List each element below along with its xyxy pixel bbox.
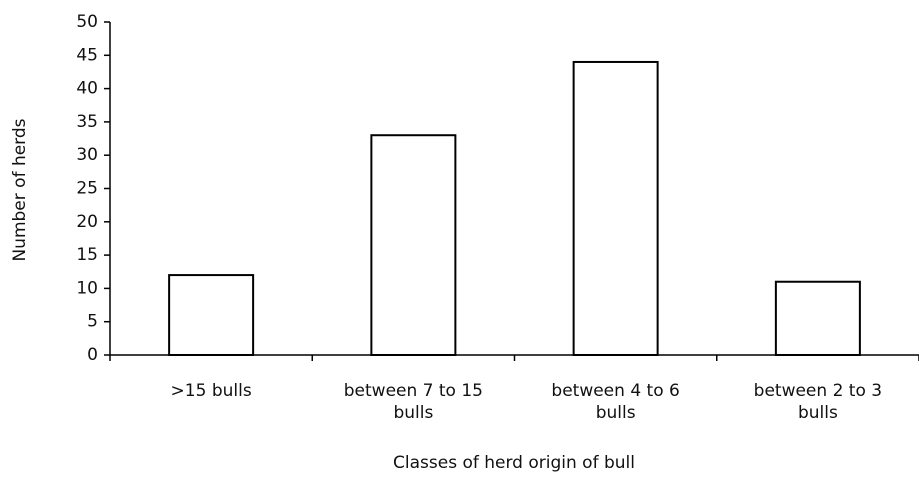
y-tick-label: 35 bbox=[76, 112, 98, 132]
x-tick-label: between 2 to 3 bulls bbox=[753, 381, 883, 423]
bar bbox=[370, 134, 457, 356]
y-tick-label: 15 bbox=[76, 245, 98, 265]
x-tick-label: >15 bulls bbox=[170, 381, 252, 401]
y-tick-label: 40 bbox=[76, 79, 98, 99]
bar bbox=[774, 280, 861, 356]
x-tick-label: between 4 to 6 bulls bbox=[551, 381, 680, 423]
bar bbox=[572, 60, 659, 357]
y-tick-label: 20 bbox=[76, 212, 98, 232]
y-tick-label: 25 bbox=[76, 179, 98, 199]
y-axis-title: Number of herds bbox=[10, 118, 30, 261]
y-tick-label: 10 bbox=[76, 278, 98, 298]
y-tick-label: 0 bbox=[87, 345, 98, 365]
y-tick-label: 50 bbox=[76, 12, 98, 32]
x-tick-label: between 7 to 15 bulls bbox=[343, 381, 483, 423]
x-axis-title: Classes of herd origin of bull bbox=[393, 453, 635, 473]
y-tick-label: 30 bbox=[76, 145, 98, 165]
y-tick-label: 5 bbox=[87, 312, 98, 332]
y-tick-label: 45 bbox=[76, 45, 98, 65]
bar bbox=[168, 274, 255, 356]
